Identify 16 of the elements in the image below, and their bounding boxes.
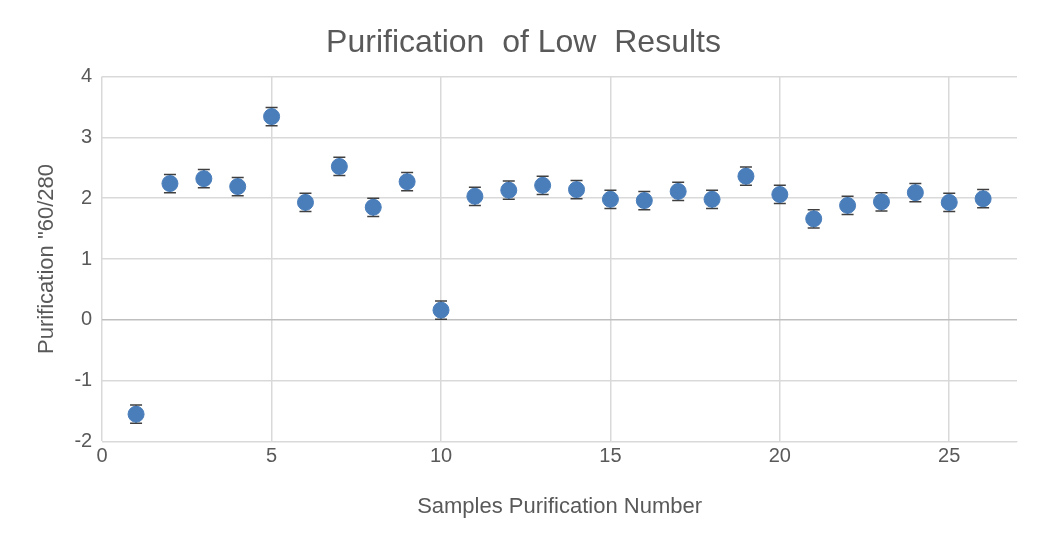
y-tick-label: 2 bbox=[81, 185, 93, 208]
y-tick-label: -2 bbox=[74, 429, 93, 452]
y-tick-label: 1 bbox=[81, 246, 93, 269]
x-tick-label: 0 bbox=[96, 444, 108, 467]
x-tick-label: 25 bbox=[938, 444, 961, 467]
x-tick-label: 5 bbox=[266, 444, 278, 467]
x-axis-title: Samples Purification Number bbox=[417, 492, 703, 518]
y-tick-label: 4 bbox=[81, 63, 93, 86]
x-tick-label: 15 bbox=[599, 444, 622, 467]
y-tick-label: -1 bbox=[74, 368, 93, 391]
y-axis-title: Purification "60/280 bbox=[33, 163, 59, 355]
y-tick-label: 0 bbox=[81, 307, 93, 330]
y-tick-label: 3 bbox=[81, 124, 93, 147]
x-tick-label: 10 bbox=[429, 444, 453, 467]
x-tick-label: 20 bbox=[768, 444, 791, 467]
chart-title: Purification of Low Results bbox=[326, 23, 721, 60]
